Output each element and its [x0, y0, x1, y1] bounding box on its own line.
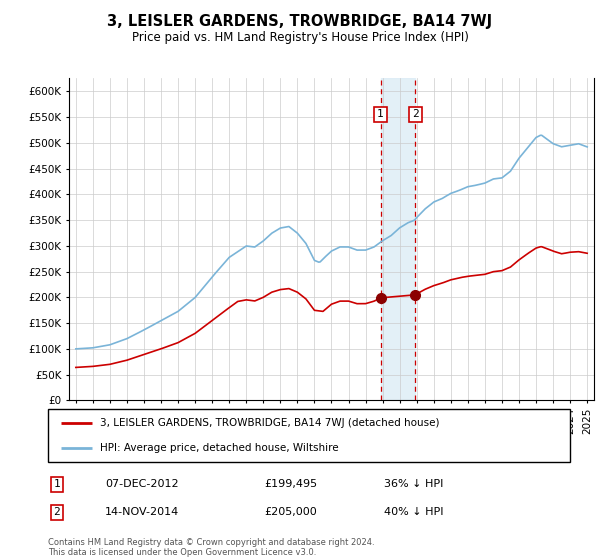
Text: 2: 2	[53, 507, 61, 517]
Text: 1: 1	[53, 479, 61, 489]
Text: 1: 1	[377, 109, 384, 119]
Text: 3, LEISLER GARDENS, TROWBRIDGE, BA14 7WJ: 3, LEISLER GARDENS, TROWBRIDGE, BA14 7WJ	[107, 14, 493, 29]
FancyBboxPatch shape	[48, 409, 570, 462]
Text: Contains HM Land Registry data © Crown copyright and database right 2024.
This d: Contains HM Land Registry data © Crown c…	[48, 538, 374, 557]
Text: 14-NOV-2014: 14-NOV-2014	[105, 507, 179, 517]
Text: 36% ↓ HPI: 36% ↓ HPI	[384, 479, 443, 489]
Text: 40% ↓ HPI: 40% ↓ HPI	[384, 507, 443, 517]
Text: £199,495: £199,495	[264, 479, 317, 489]
Text: Price paid vs. HM Land Registry's House Price Index (HPI): Price paid vs. HM Land Registry's House …	[131, 31, 469, 44]
Text: HPI: Average price, detached house, Wiltshire: HPI: Average price, detached house, Wilt…	[100, 442, 339, 452]
Text: 3, LEISLER GARDENS, TROWBRIDGE, BA14 7WJ (detached house): 3, LEISLER GARDENS, TROWBRIDGE, BA14 7WJ…	[100, 418, 440, 428]
Text: 07-DEC-2012: 07-DEC-2012	[105, 479, 179, 489]
Text: £205,000: £205,000	[264, 507, 317, 517]
Bar	[381, 78, 415, 400]
Text: 2: 2	[412, 109, 419, 119]
